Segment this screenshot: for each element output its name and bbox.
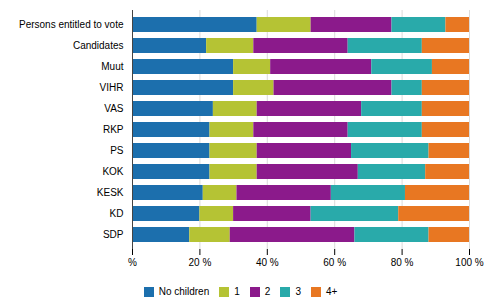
svg-text:KESK: KESK bbox=[97, 187, 124, 198]
svg-text:VIHR: VIHR bbox=[100, 82, 124, 93]
svg-text:Muut: Muut bbox=[101, 61, 123, 72]
html-text:4+: 4+ bbox=[325, 286, 338, 297]
svg-text:KD: KD bbox=[110, 208, 124, 219]
html-text:1: 1 bbox=[234, 286, 240, 297]
html-text:2: 2 bbox=[264, 286, 271, 297]
svg-text:PS: PS bbox=[110, 145, 124, 156]
svg-text:20 %: 20 % bbox=[189, 257, 212, 268]
svg-text:RKP: RKP bbox=[103, 124, 124, 135]
svg-text:SDP: SDP bbox=[103, 229, 124, 240]
svg-text:40 %: 40 % bbox=[256, 257, 279, 268]
svg-text:Candidates: Candidates bbox=[73, 40, 124, 51]
svg-text:Persons entitled to vote: Persons entitled to vote bbox=[19, 19, 124, 30]
svg-text:%: % bbox=[128, 257, 137, 268]
svg-text:80 %: 80 % bbox=[391, 257, 414, 268]
svg-text:60 %: 60 % bbox=[323, 257, 346, 268]
html-text:No children: No children bbox=[158, 286, 210, 297]
svg-text:VAS: VAS bbox=[104, 103, 124, 114]
svg-text:100 %: 100 % bbox=[455, 257, 483, 268]
svg-text:KOK: KOK bbox=[102, 166, 123, 177]
html-text:3: 3 bbox=[295, 286, 301, 297]
